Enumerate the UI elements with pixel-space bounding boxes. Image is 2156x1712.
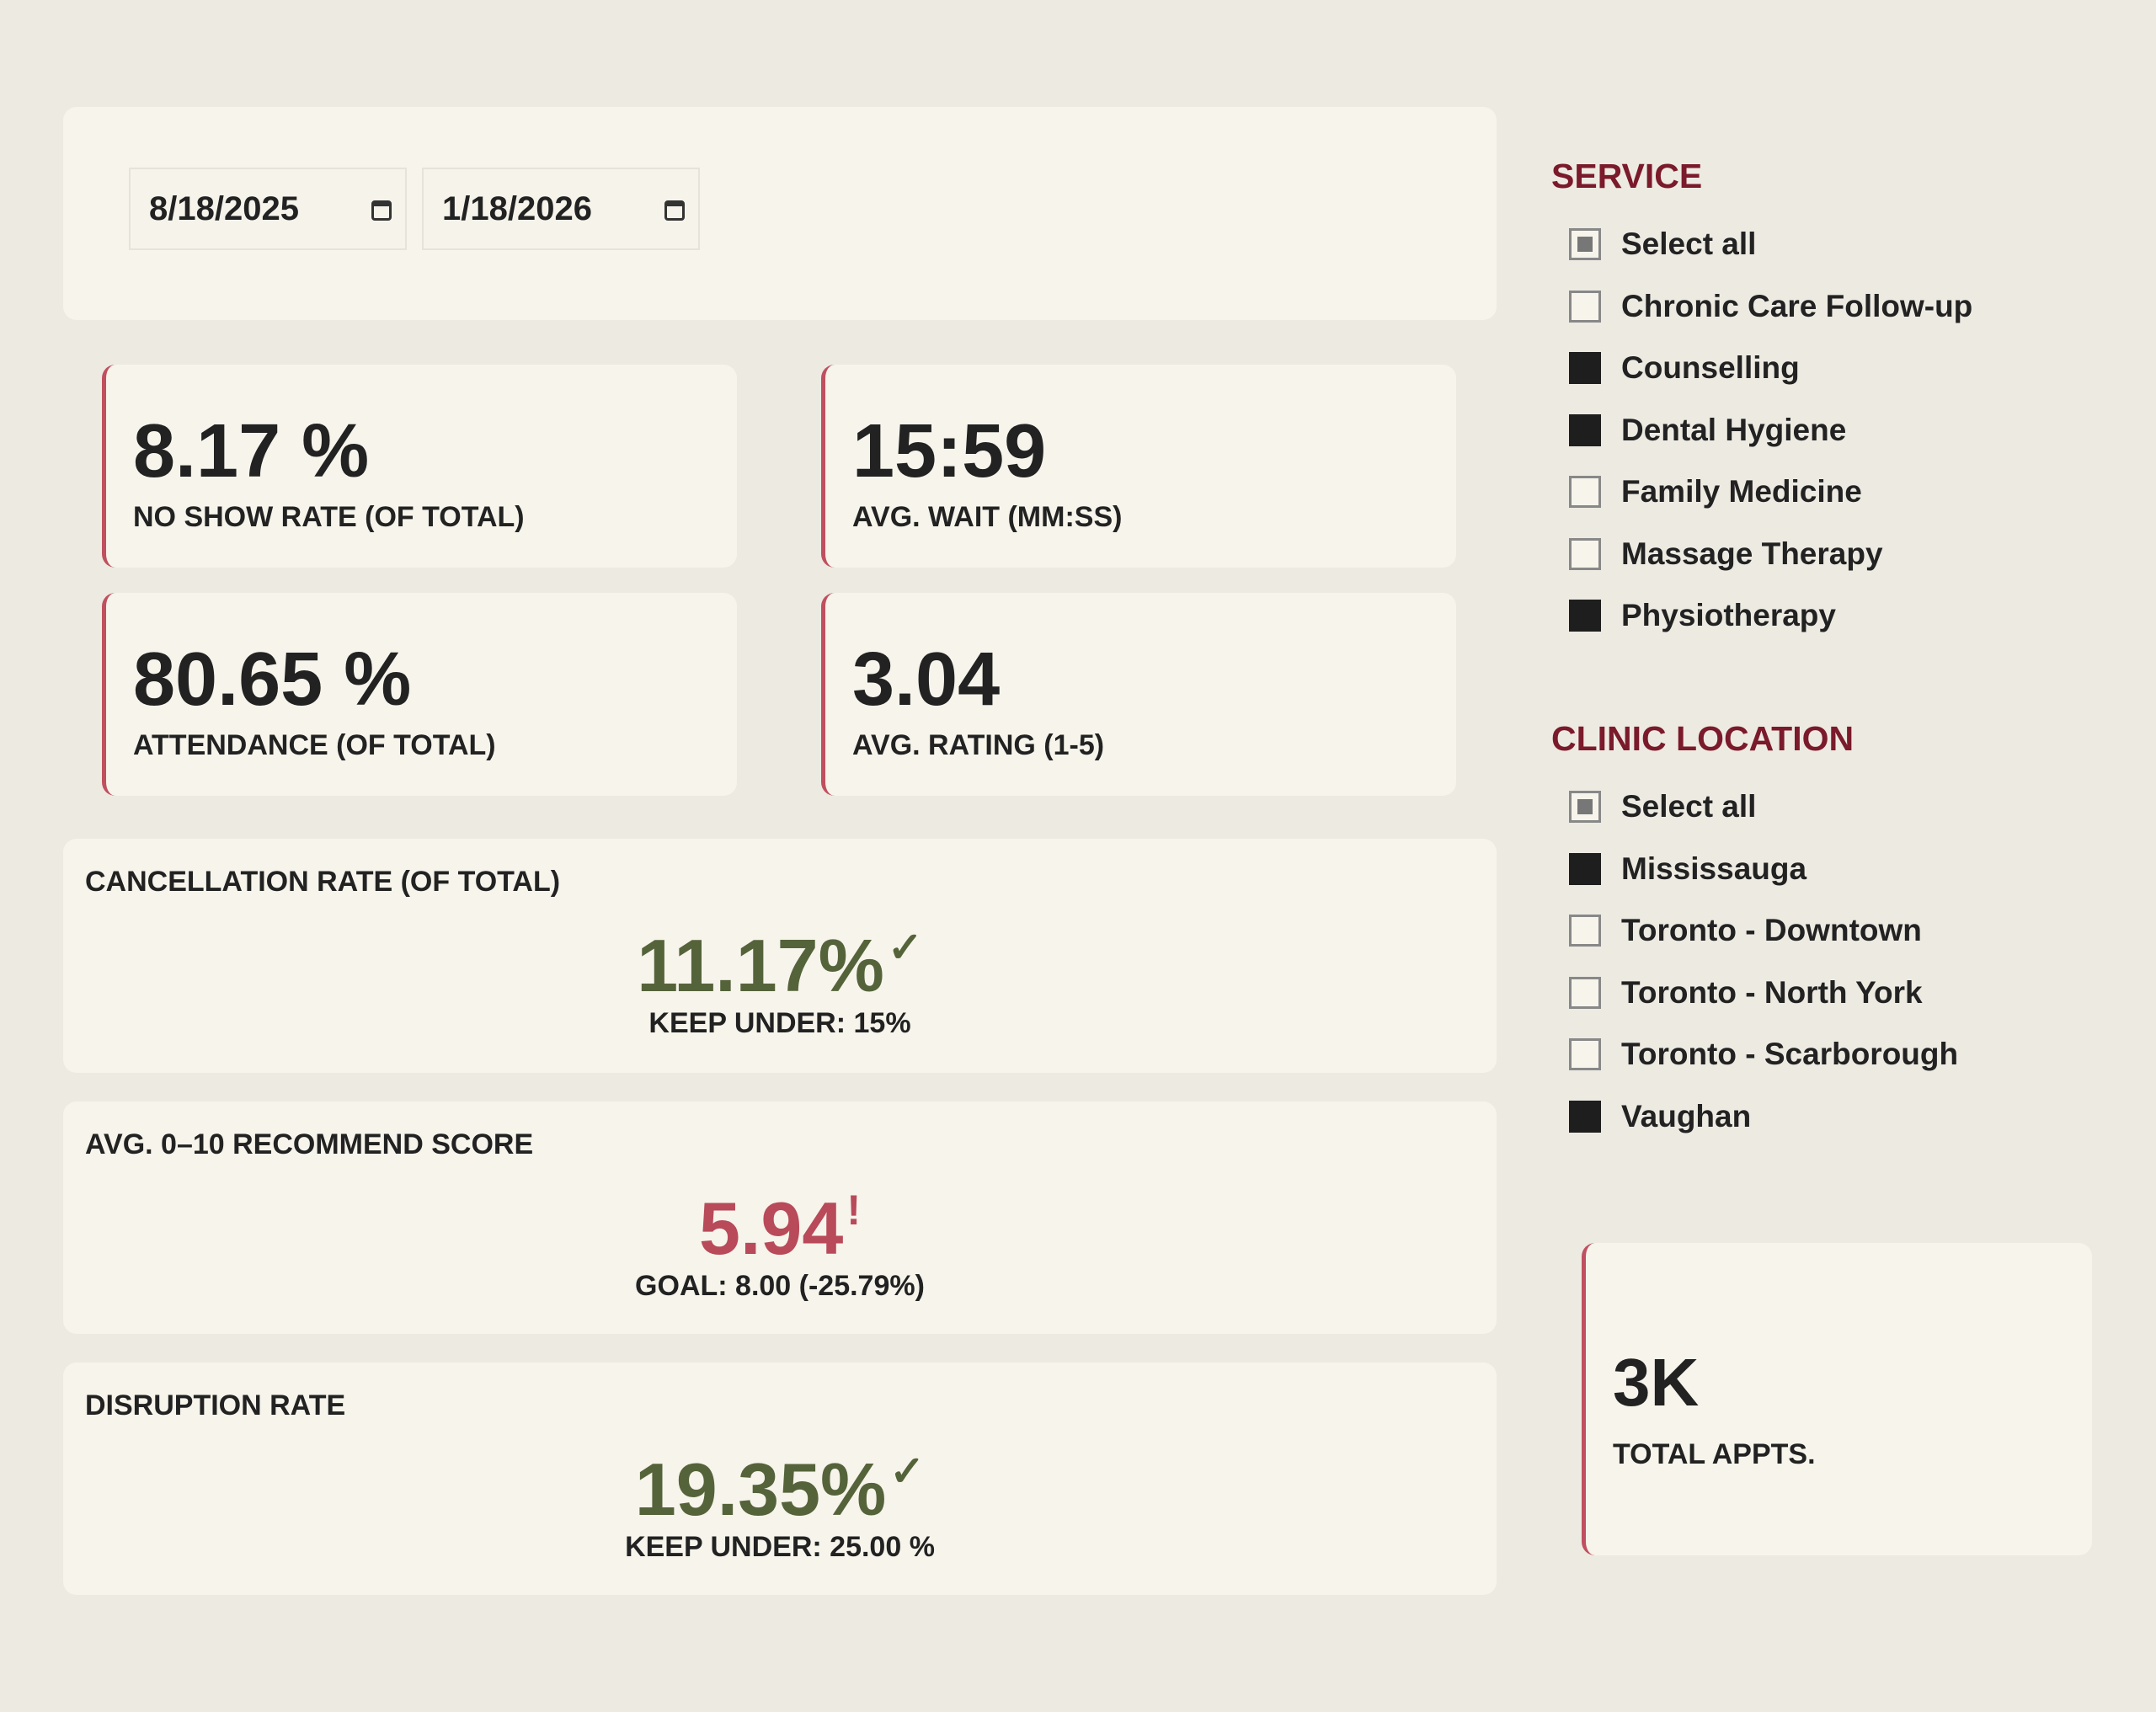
slicer-item-label: Select all <box>1621 227 1757 261</box>
checkbox[interactable] <box>1569 290 1601 323</box>
slicer-item-dental-hygiene[interactable]: Dental Hygiene <box>1569 409 1846 451</box>
kpi-label: ATTENDANCE (OF TOTAL) <box>133 729 496 761</box>
location-slicer-title: CLINIC LOCATION <box>1551 719 1854 758</box>
slicer-item-label: Dental Hygiene <box>1621 412 1847 447</box>
slicer-item-label: Select all <box>1621 789 1757 824</box>
slicer-item-mississauga[interactable]: Mississauga <box>1569 848 1806 890</box>
slicer-item-toronto-downtown[interactable]: Toronto - Downtown <box>1569 909 1922 952</box>
check-icon: ✓ <box>889 1448 926 1495</box>
calendar-icon[interactable] <box>664 200 685 221</box>
goal-card-recommend: AVG. 0–10 RECOMMEND SCORE 5.94! GOAL: 8.… <box>63 1101 1497 1334</box>
slicer-item-chronic-care-follow-up[interactable]: Chronic Care Follow-up <box>1569 285 1972 328</box>
slicer-item-label: Family Medicine <box>1621 474 1862 509</box>
calendar-icon[interactable] <box>371 200 392 221</box>
kpi-label: AVG. WAIT (MM:SS) <box>852 501 1123 533</box>
slicer-item-label: Vaughan <box>1621 1098 1752 1133</box>
date-range-card: 8/18/2025 1/18/2026 <box>63 107 1497 320</box>
slicer-item-label: Massage Therapy <box>1621 536 1883 571</box>
goal-card-cancellation: CANCELLATION RATE (OF TOTAL) 11.17%✓ KEE… <box>63 839 1497 1073</box>
kpi-value: 8.17 % <box>133 409 370 493</box>
kpi-value: 3K <box>1613 1345 1700 1420</box>
goal-title: DISRUPTION RATE <box>85 1389 346 1421</box>
slicer-item-label: Toronto - Scarborough <box>1621 1037 1959 1071</box>
checkbox[interactable] <box>1569 915 1601 947</box>
kpi-label: TOTAL APPTS. <box>1613 1438 1816 1470</box>
service-slicer-title: SERVICE <box>1551 157 1703 195</box>
slicer-item-label: Counselling <box>1621 350 1800 385</box>
kpi-total-appts: 3K TOTAL APPTS. <box>1582 1243 2092 1555</box>
goal-title: CANCELLATION RATE (OF TOTAL) <box>85 866 561 898</box>
slicer-item-select-all[interactable]: Select all <box>1569 223 1756 265</box>
checkbox[interactable] <box>1569 1100 1601 1133</box>
slicer-item-counselling[interactable]: Counselling <box>1569 347 1800 389</box>
slicer-item-toronto-scarborough[interactable]: Toronto - Scarborough <box>1569 1033 1958 1075</box>
slicer-item-label: Toronto - Downtown <box>1621 913 1922 947</box>
slicer-item-label: Chronic Care Follow-up <box>1621 288 1973 323</box>
kpi-value: 15:59 <box>852 409 1047 493</box>
kpi-label: AVG. RATING (1-5) <box>852 729 1105 761</box>
kpi-attendance: 80.65 % ATTENDANCE (OF TOTAL) <box>102 593 737 796</box>
checkbox[interactable] <box>1569 352 1601 384</box>
warning-icon: ! <box>846 1187 861 1234</box>
checkbox[interactable] <box>1569 413 1601 446</box>
slicer-item-physiotherapy[interactable]: Physiotherapy <box>1569 595 1836 637</box>
checkbox[interactable] <box>1569 791 1601 823</box>
check-icon: ✓ <box>887 924 923 971</box>
goal-value: 19.35% <box>634 1448 887 1531</box>
checkbox[interactable] <box>1569 852 1601 885</box>
goal-title: AVG. 0–10 RECOMMEND SCORE <box>85 1128 534 1160</box>
goal-subtitle: KEEP UNDER: 25.00 % <box>625 1531 935 1563</box>
goal-subtitle: GOAL: 8.00 (-25.79%) <box>635 1270 925 1302</box>
slicer-item-select-all[interactable]: Select all <box>1569 786 1756 828</box>
start-date-input[interactable]: 8/18/2025 <box>129 168 407 250</box>
kpi-label: NO SHOW RATE (OF TOTAL) <box>133 501 525 533</box>
checkbox[interactable] <box>1569 600 1601 632</box>
slicer-item-vaughan[interactable]: Vaughan <box>1569 1096 1751 1138</box>
slicer-item-toronto-north-york[interactable]: Toronto - North York <box>1569 972 1923 1014</box>
kpi-avg-rating: 3.04 AVG. RATING (1-5) <box>821 593 1456 796</box>
checkbox[interactable] <box>1569 476 1601 508</box>
goal-card-disruption: DISRUPTION RATE 19.35%✓ KEEP UNDER: 25.0… <box>63 1363 1497 1595</box>
goal-subtitle: KEEP UNDER: 15% <box>648 1007 911 1039</box>
slicer-item-family-medicine[interactable]: Family Medicine <box>1569 471 1862 513</box>
slicer-item-massage-therapy[interactable]: Massage Therapy <box>1569 533 1883 575</box>
end-date-input[interactable]: 1/18/2026 <box>422 168 700 250</box>
checkbox[interactable] <box>1569 537 1601 570</box>
goal-value: 5.94 <box>699 1187 844 1270</box>
checkbox[interactable] <box>1569 228 1601 260</box>
checkbox[interactable] <box>1569 976 1601 1009</box>
goal-value: 11.17% <box>637 924 884 1007</box>
slicer-item-label: Toronto - North York <box>1621 974 1923 1010</box>
kpi-avg-wait: 15:59 AVG. WAIT (MM:SS) <box>821 365 1456 568</box>
slicer-item-label: Physiotherapy <box>1621 598 1836 632</box>
kpi-no-show-rate: 8.17 % NO SHOW RATE (OF TOTAL) <box>102 365 737 568</box>
kpi-value: 3.04 <box>852 637 1001 722</box>
kpi-value: 80.65 % <box>133 637 412 722</box>
slicer-item-label: Mississauga <box>1621 851 1807 886</box>
checkbox[interactable] <box>1569 1038 1601 1070</box>
